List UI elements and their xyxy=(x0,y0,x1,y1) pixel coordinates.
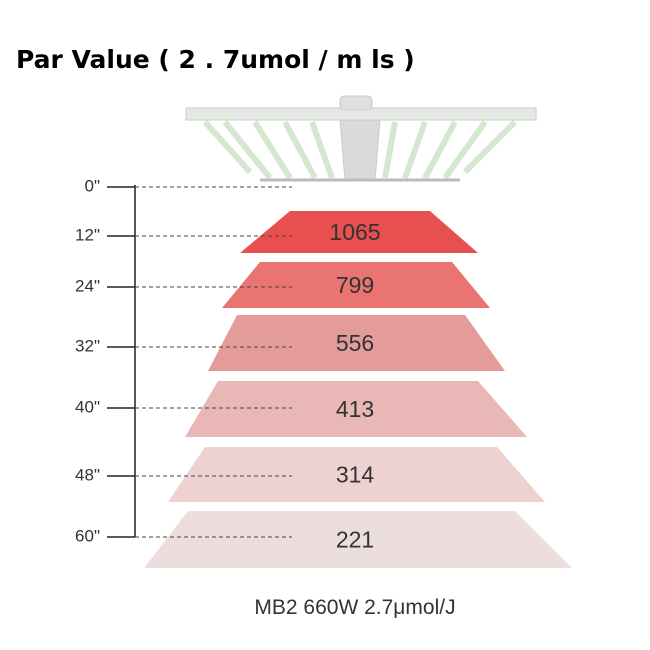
distance-label: 12" xyxy=(75,225,100,244)
distance-label: 32" xyxy=(75,336,100,355)
distance-label: 60" xyxy=(75,526,100,545)
par-value: 556 xyxy=(336,330,374,356)
par-value: 314 xyxy=(336,462,375,488)
par-zone xyxy=(185,381,527,437)
distance-label: 0" xyxy=(85,176,101,195)
title: Par Value ( 2 . 7umol / m ls ) xyxy=(16,45,415,74)
caption: MB2 660W 2.7μmol/J xyxy=(254,596,455,619)
par-zone xyxy=(144,511,572,568)
lamp xyxy=(185,95,537,182)
par-zone xyxy=(240,211,478,253)
par-zone xyxy=(222,262,490,308)
par-zone xyxy=(168,447,545,502)
distance-label: 24" xyxy=(75,276,100,295)
par-value: 221 xyxy=(336,527,374,553)
distance-label: 48" xyxy=(75,465,100,484)
par-value: 413 xyxy=(336,396,374,422)
par-value: 799 xyxy=(336,272,374,298)
distance-label: 40" xyxy=(75,397,100,416)
par-value: 1065 xyxy=(329,219,380,245)
par-zone xyxy=(208,315,505,371)
